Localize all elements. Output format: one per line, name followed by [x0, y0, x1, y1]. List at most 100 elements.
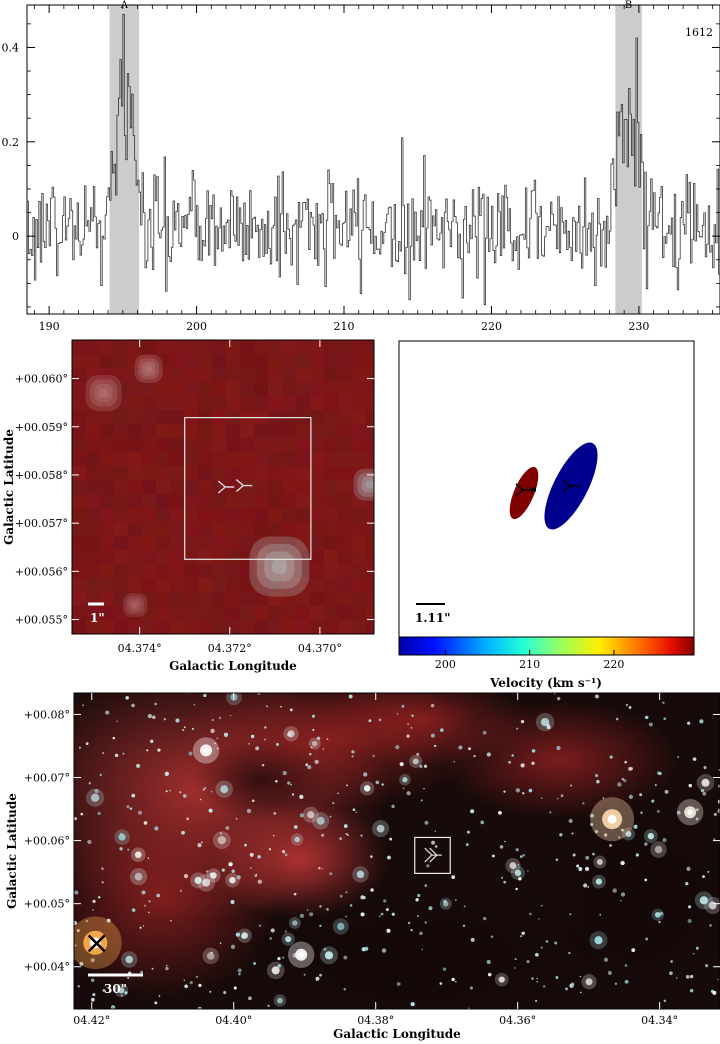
zoom-pixel — [86, 564, 100, 578]
wide-star — [406, 791, 411, 796]
wide-star — [321, 833, 325, 837]
zoom-pixel — [226, 592, 240, 606]
wide-star — [165, 966, 169, 971]
zoom-pixel — [352, 494, 366, 508]
wide-star — [514, 958, 517, 961]
wide-star — [219, 832, 222, 835]
wide-star — [299, 813, 304, 818]
wide-star — [202, 878, 211, 887]
zoom-pixel — [128, 550, 142, 564]
zoom-pixel — [352, 466, 366, 480]
zoom-pixel — [282, 396, 296, 410]
zoom-pixel — [212, 578, 226, 592]
wide-star — [119, 847, 123, 851]
wide-star — [261, 763, 265, 767]
wide-star — [470, 809, 475, 814]
zoom-pixel — [142, 480, 156, 494]
wide-star — [363, 785, 371, 792]
zoom-pixel — [198, 340, 212, 354]
wide-star — [122, 752, 125, 755]
colorbar-tick-label: 200 — [435, 658, 456, 671]
wide-star — [424, 820, 429, 825]
zoom-pixel — [198, 452, 212, 466]
wide-star — [644, 715, 649, 720]
wide-star — [124, 991, 128, 995]
wide-star — [209, 990, 212, 993]
wide-star — [480, 820, 485, 825]
zoom-star-blob — [141, 361, 156, 376]
zoom-pixel — [114, 396, 128, 410]
zoom-pixel — [338, 480, 352, 494]
wide-star — [410, 726, 413, 729]
zoom-pixel — [254, 368, 268, 382]
zoom-pixel — [282, 438, 296, 452]
wide-star — [514, 869, 522, 877]
zoom-y-tick-label: +00.056° — [15, 565, 68, 578]
zoom-pixel — [72, 438, 86, 452]
spectrum-series-line — [27, 14, 720, 306]
wide-star — [141, 890, 146, 895]
zoom-pixel — [366, 396, 374, 410]
zoom-pixel — [254, 424, 268, 438]
wide-star — [424, 921, 427, 924]
wide-star — [238, 972, 241, 976]
zoom-pixel — [170, 424, 184, 438]
zoom-pixel — [86, 578, 100, 592]
zoom-pixel — [198, 592, 212, 606]
zoom-pixel — [198, 564, 212, 578]
zoom-pixel — [282, 508, 296, 522]
zoom-pixel — [282, 550, 296, 564]
zoom-pixel — [310, 410, 324, 424]
zoom-pixel — [198, 396, 212, 410]
zoom-pixel — [86, 452, 100, 466]
wide-star — [221, 868, 225, 872]
zoom-pixel — [142, 410, 156, 424]
wide-star — [351, 755, 354, 758]
zoom-pixel — [212, 480, 226, 494]
wide-star — [292, 920, 298, 926]
zoom-pixel — [254, 592, 268, 606]
zoom-pixel — [254, 382, 268, 396]
wide-star — [699, 896, 708, 905]
zoom-pixel — [114, 508, 128, 522]
wide-star — [462, 924, 466, 928]
zoom-pixel — [310, 424, 324, 438]
wide-star — [241, 934, 246, 939]
wide-star — [615, 717, 619, 721]
wide-star — [602, 797, 605, 799]
zoom-pixel — [338, 606, 352, 620]
zoom-pixel — [254, 578, 268, 592]
zoom-pixel — [198, 438, 212, 452]
zoom-pixel — [142, 536, 156, 550]
zoom-pixel — [366, 606, 374, 620]
zoom-pixel — [268, 508, 282, 522]
zoom-pixel — [352, 522, 366, 536]
zoom-pixel — [86, 410, 100, 424]
zoom-maser-marker — [235, 479, 253, 493]
zoom-pixel — [310, 508, 324, 522]
zoom-pixel — [86, 522, 100, 536]
zoom-star-blob — [145, 365, 153, 373]
zoom-pixel — [212, 494, 226, 508]
wide-star — [144, 904, 147, 907]
zoom-pixel — [184, 578, 198, 592]
wide-y-tick-label: +00.05° — [24, 898, 70, 911]
wide-star — [370, 855, 373, 859]
wide-star — [658, 771, 662, 776]
wide-star — [151, 967, 154, 970]
wide-star — [316, 816, 325, 825]
zoom-pixel — [86, 438, 100, 452]
zoom-pixel — [100, 452, 114, 466]
zoom-pixel — [128, 480, 142, 494]
wide-star — [110, 1005, 116, 1009]
wide-star — [391, 912, 395, 916]
zoom-pixel — [198, 368, 212, 382]
wide-star — [355, 811, 357, 814]
zoom-pixel — [282, 480, 296, 494]
zoom-pixel — [338, 550, 352, 564]
zoom-pixel — [324, 508, 338, 522]
zoom-pixel — [100, 480, 114, 494]
zoom-pixel — [268, 606, 282, 620]
wide-star — [322, 748, 325, 750]
zoom-pixel — [240, 466, 254, 480]
